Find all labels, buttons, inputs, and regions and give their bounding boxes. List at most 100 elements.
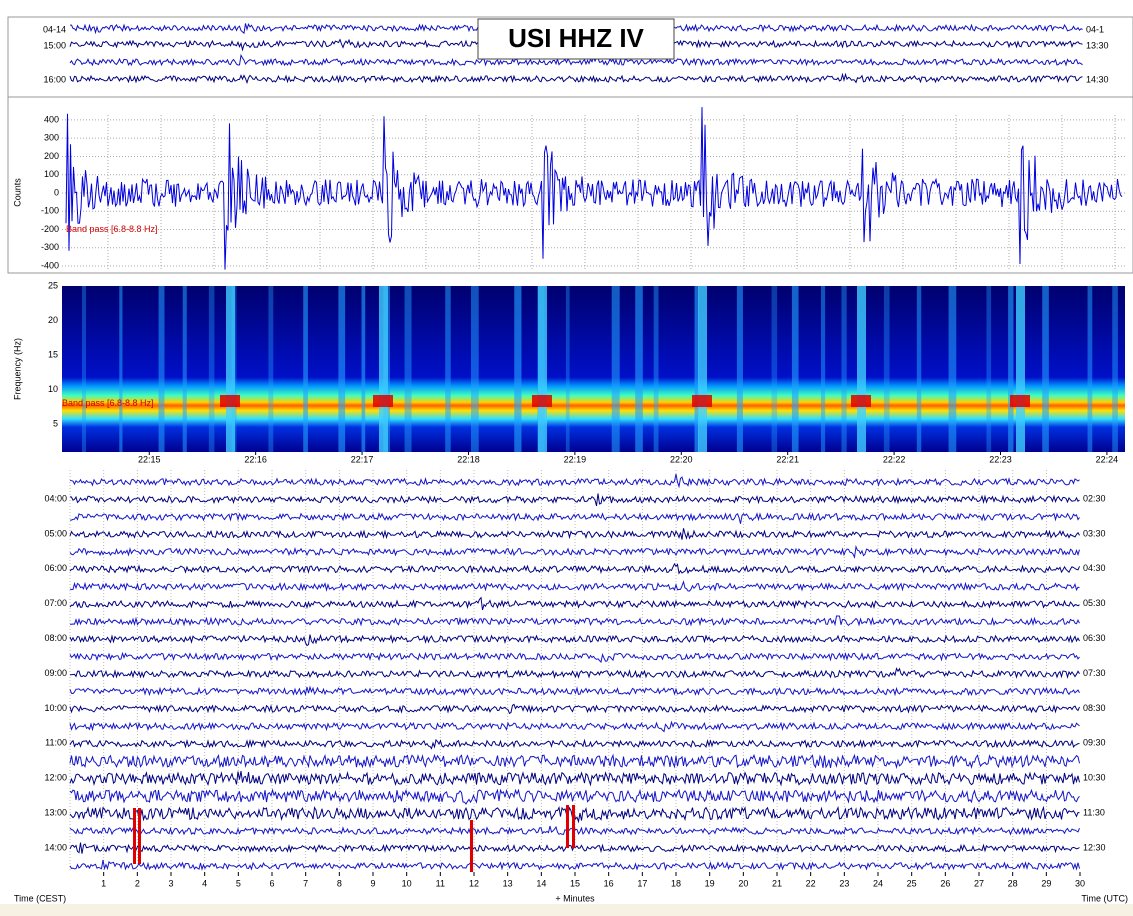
y-tick-label: -200 [41, 224, 59, 234]
event-marker [470, 820, 473, 872]
right-time-label: 13:30 [1086, 40, 1109, 50]
trace [70, 512, 1080, 524]
spectral-stripe [208, 286, 215, 452]
x-tick-label: 22:24 [1096, 454, 1119, 464]
title-box [477, 18, 675, 60]
x-tick-label: 1 [101, 878, 106, 888]
left-time-label: 13:00 [44, 807, 67, 817]
left-time-label: 10:00 [44, 703, 67, 713]
y-axis-label: Counts [12, 178, 22, 207]
spectral-stripe [635, 286, 643, 452]
x-tick-label: 7 [303, 878, 308, 888]
right-time-label: 02:30 [1083, 493, 1106, 503]
left-time-label: 15:00 [43, 40, 66, 50]
spectral-stripe [471, 286, 479, 452]
spectral-stripe [82, 286, 87, 452]
x-tick-label: 4 [202, 878, 207, 888]
trace [69, 771, 1080, 787]
x-axis-label: + Minutes [555, 893, 595, 903]
spectral-stripe [1087, 286, 1093, 452]
spectral-stripe [565, 286, 570, 452]
spectral-stripe [841, 286, 847, 452]
trace [69, 720, 1080, 733]
x-tick-label: 12 [469, 878, 479, 888]
trace [69, 53, 1083, 67]
left-time-label: 12:00 [44, 773, 67, 783]
x-tick-label: 22:22 [883, 454, 906, 464]
trace [69, 703, 1080, 715]
right-time-label: 10:30 [1083, 773, 1106, 783]
spectral-stripe [916, 286, 922, 452]
event-core [1010, 395, 1030, 407]
right-time-label: 06:30 [1083, 633, 1106, 643]
x-tick-label: 18 [671, 878, 681, 888]
spectral-stripe [404, 286, 412, 452]
event-stripe [1016, 286, 1025, 452]
right-time-label: 11:30 [1083, 807, 1105, 817]
spectral-stripe [182, 286, 187, 452]
spectral-stripe [1008, 286, 1014, 452]
trace [69, 859, 1080, 871]
y-tick-label: 300 [44, 133, 59, 143]
right-time-label: 07:30 [1083, 668, 1106, 678]
right-time-label: 08:30 [1083, 703, 1106, 713]
x-tick-label: 8 [337, 878, 342, 888]
spectral-stripe [948, 286, 957, 452]
spectral-stripe [338, 286, 346, 452]
trace [69, 72, 1083, 85]
trace [69, 685, 1080, 697]
x-tick-label: 6 [269, 878, 274, 888]
x-tick-label: 10 [402, 878, 412, 888]
x-tick-label: 11 [436, 878, 445, 888]
y-tick-label: 25 [48, 280, 58, 290]
x-tick-label: 16 [604, 878, 614, 888]
trace [69, 615, 1080, 627]
x-tick-label: 22:21 [776, 454, 799, 464]
x-tick-label: 22:20 [670, 454, 693, 464]
event-marker [572, 805, 575, 848]
trace [69, 528, 1080, 540]
spectral-stripe [268, 286, 274, 452]
x-tick-label: 24 [873, 878, 883, 888]
filter-annotation: Band pass [6.8-8.8 Hz] [62, 398, 154, 408]
event-core [532, 395, 552, 407]
trace [69, 633, 1080, 647]
spectral-stripe [820, 286, 826, 452]
event-core [692, 395, 712, 407]
waveform-trace [65, 107, 1123, 270]
event-stripe [857, 286, 866, 452]
x-tick-label: 25 [907, 878, 917, 888]
x-tick-label: 2 [135, 878, 140, 888]
marks: 04-1415:0016:0004-113:3014:3040030020010… [12, 23, 1128, 903]
status-strip [0, 904, 1133, 916]
x-tick-label: 22:19 [564, 454, 587, 464]
trace [69, 788, 1080, 805]
spectral-stripe [1112, 286, 1118, 452]
filter-annotation: Band pass [6.8-8.8 Hz] [66, 224, 158, 234]
left-time-label: 14:00 [44, 842, 67, 852]
spectral-stripe [361, 286, 366, 452]
event-core [851, 395, 871, 407]
left-time-label: 05:00 [44, 528, 67, 538]
y-tick-label: 400 [44, 114, 59, 124]
spectral-stripe [1042, 286, 1049, 452]
right-axis-label: Time (UTC) [1081, 893, 1128, 903]
event-marker [566, 805, 569, 848]
event-core [373, 395, 393, 407]
right-time-label: 05:30 [1083, 598, 1106, 608]
spectral-stripe [791, 286, 799, 452]
y-tick-label: 5 [53, 419, 58, 429]
spectral-stripe [653, 286, 659, 452]
spectral-stripe [158, 286, 165, 452]
event-stripe [379, 286, 388, 452]
spectral-stripe [694, 286, 699, 452]
y-tick-label: -400 [41, 260, 59, 270]
left-time-label: 06:00 [44, 563, 67, 573]
right-time-label: 03:30 [1083, 528, 1106, 538]
x-tick-label: 14 [536, 878, 546, 888]
spectral-stripe [883, 286, 890, 452]
spectral-stripe [986, 286, 992, 452]
y-tick-label: 0 [54, 187, 59, 197]
